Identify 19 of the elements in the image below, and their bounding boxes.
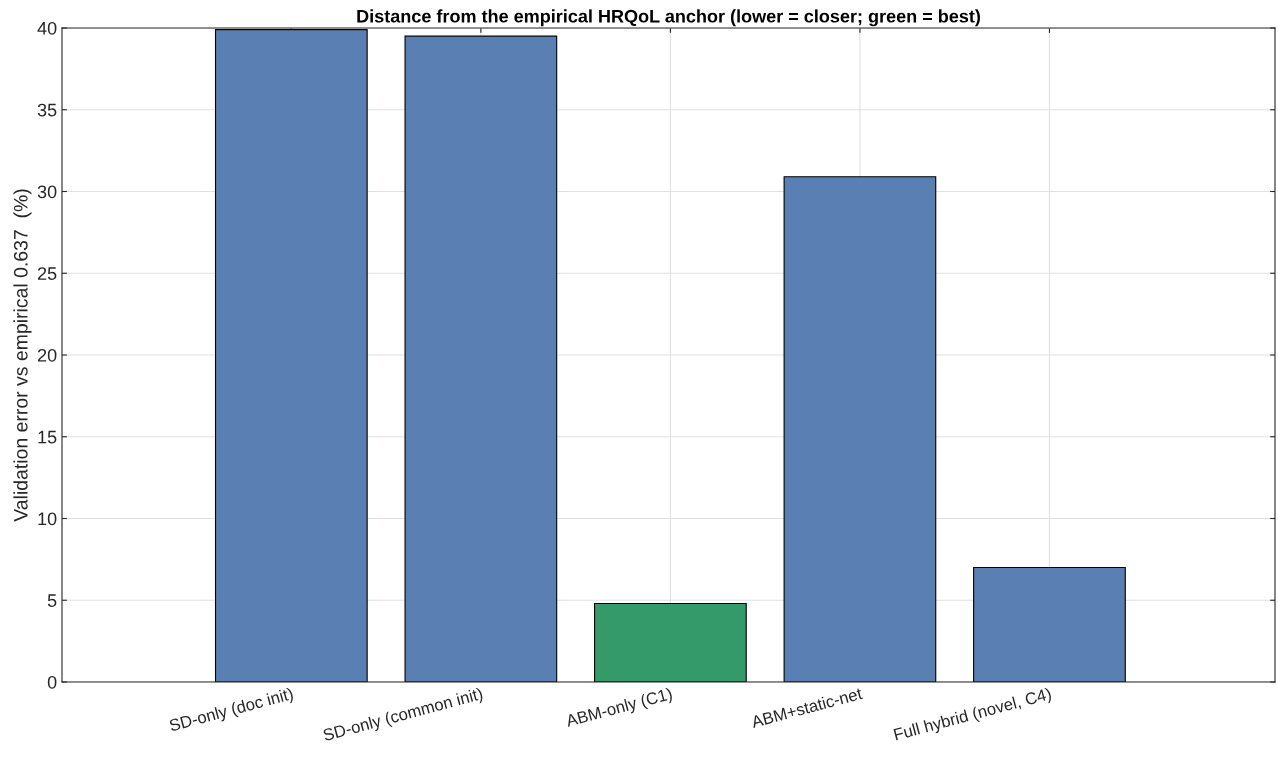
x-tick-label: Full hybrid (novel, C4)	[893, 687, 1053, 744]
chart-title: Distance from the empirical HRQoL anchor (lower = closer; green = best)	[357, 9, 980, 27]
y-tick-label: 5	[47, 594, 57, 607]
y-tick-label: 30	[37, 185, 57, 199]
bar	[783, 176, 937, 682]
y-tick-label: 25	[37, 267, 57, 280]
y-tick-label: 10	[38, 512, 57, 526]
bar	[404, 35, 558, 682]
y-tick-label: 15	[38, 430, 57, 444]
bar	[594, 602, 747, 682]
bar	[973, 566, 1126, 682]
y-tick-label: 0	[47, 675, 57, 689]
x-tick-label: SD-only (doc init)	[168, 687, 295, 735]
x-tick-label: ABM-only (C1)	[564, 687, 674, 731]
y-tick-label: 40	[37, 21, 57, 35]
y-tick-label: 20	[37, 348, 57, 362]
bar	[214, 29, 368, 682]
y-tick-label: 35	[37, 103, 57, 117]
y-axis-title: Validation error vs empirical 0.637 (%)	[13, 189, 32, 522]
